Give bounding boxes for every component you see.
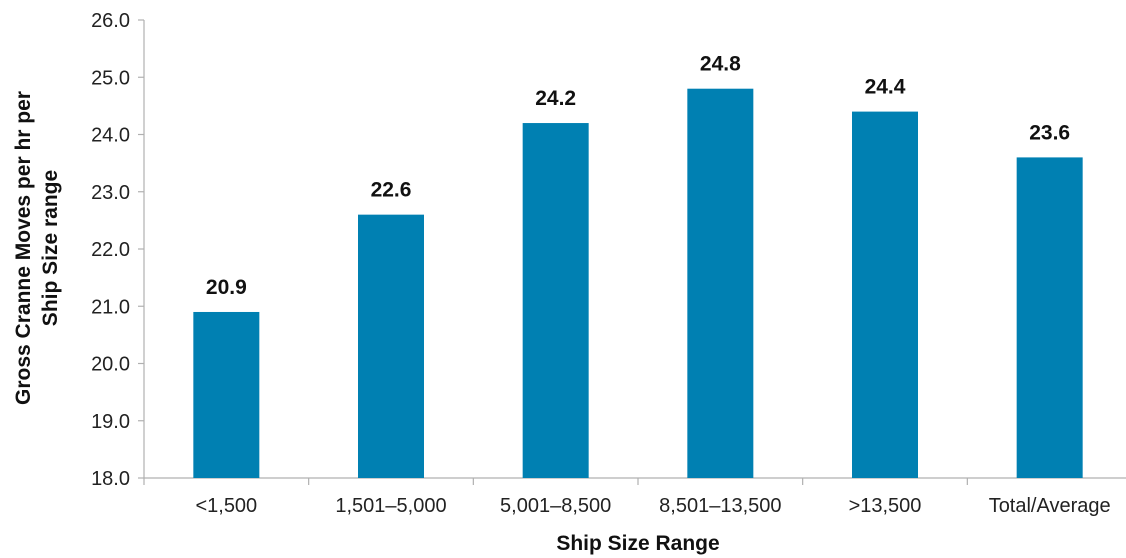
y-tick-label: 22.0 — [91, 239, 130, 261]
y-tick-label: 19.0 — [91, 411, 130, 433]
data-label: 23.6 — [1029, 121, 1070, 144]
labels-group: 20.9 <1,500 22.6 1,501–5,000 24.2 5,001–8,500… — [195, 53, 1110, 517]
data-label: 24.8 — [700, 53, 741, 76]
y-axis-title-line-1: Gross Cranne Moves per hr per — [12, 91, 35, 405]
data-label: 20.9 — [206, 276, 247, 299]
x-category-label: Total/Average — [989, 495, 1111, 517]
bar — [358, 214, 424, 478]
y-tick-label: 18.0 — [91, 468, 130, 490]
bar — [687, 88, 754, 478]
bar — [522, 123, 589, 479]
bars-group — [193, 88, 1083, 479]
x-category-label: 5,001–8,500 — [500, 495, 611, 517]
bar — [193, 311, 260, 478]
y-tick-label: 23.0 — [91, 182, 130, 204]
y-tick-label: 25.0 — [91, 67, 130, 89]
chart-axes: 18.0 19.0 20.0 21.0 22.0 23.0 24.0 25.0 26.0 — [91, 10, 1126, 490]
y-axis-title-line-2: Ship Size range — [39, 170, 62, 326]
x-category-label: <1,500 — [195, 495, 257, 517]
bar — [1016, 157, 1083, 478]
y-tick-label: 21.0 — [91, 296, 130, 318]
y-tick-label: 24.0 — [91, 125, 130, 147]
data-label: 22.6 — [371, 179, 412, 202]
x-category-label: >13,500 — [849, 495, 922, 517]
x-category-label: 1,501–5,000 — [335, 495, 446, 517]
y-tick-label: 26.0 — [91, 10, 130, 32]
data-label: 24.2 — [535, 87, 576, 110]
data-label: 24.4 — [865, 76, 906, 99]
y-tick-label: 20.0 — [91, 354, 130, 376]
x-axis-title: Ship Size Range — [556, 532, 719, 555]
bar — [852, 111, 918, 478]
x-category-label: 8,501–13,500 — [659, 495, 781, 517]
